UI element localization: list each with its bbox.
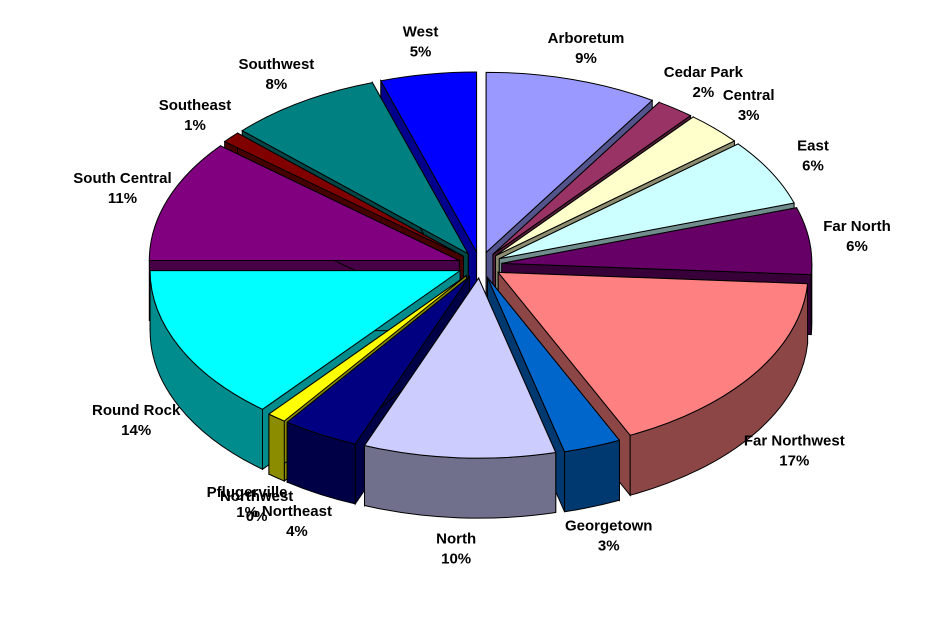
category-label: Southeast (159, 97, 232, 114)
category-label: Georgetown (565, 518, 653, 535)
category-label: Round Rock (92, 402, 181, 419)
slice (497, 271, 809, 436)
value-label: 1% (184, 117, 206, 134)
slice (486, 277, 621, 453)
category-label: Southwest (238, 56, 314, 73)
slice (501, 207, 813, 276)
value-label: 1% (236, 504, 258, 521)
category-label: Far North (823, 218, 891, 235)
slice-wall (268, 413, 285, 482)
slice (495, 116, 736, 257)
category-label: Central (723, 87, 775, 104)
category-label: Far Northwest (744, 432, 845, 449)
value-label: 9% (575, 50, 597, 67)
value-label: 14% (121, 422, 151, 439)
slice (148, 145, 460, 262)
value-label: 11% (108, 190, 137, 207)
slice (149, 270, 462, 410)
slice (379, 71, 478, 254)
slice (223, 132, 464, 257)
value-label: 3% (738, 107, 760, 124)
value-label: 6% (802, 158, 824, 175)
slice (492, 101, 692, 255)
value-label: 17% (779, 452, 809, 469)
slice (286, 276, 470, 445)
category-label: Arboretum (548, 30, 625, 47)
value-label: 10% (441, 551, 471, 568)
category-label: North (436, 531, 476, 548)
category-label: West (403, 24, 439, 41)
slice-wall (564, 439, 620, 513)
slice (499, 143, 795, 260)
value-label: 5% (410, 44, 432, 61)
category-label: East (797, 138, 829, 155)
value-label: 4% (286, 523, 308, 540)
category-label: Pflugerville (207, 484, 288, 501)
value-label: 3% (598, 538, 620, 555)
category-label: South Central (73, 170, 171, 187)
category-label: Northeast (262, 503, 332, 520)
value-label: 2% (693, 84, 715, 101)
category-label: Northwest (220, 488, 293, 505)
value-label: 0% (246, 508, 268, 525)
slice (363, 277, 557, 459)
value-label: 6% (846, 238, 868, 255)
category-label: Cedar Park (664, 64, 744, 81)
slice (241, 82, 470, 256)
value-label: 8% (266, 76, 288, 93)
slice (485, 71, 654, 254)
slice (267, 275, 467, 422)
